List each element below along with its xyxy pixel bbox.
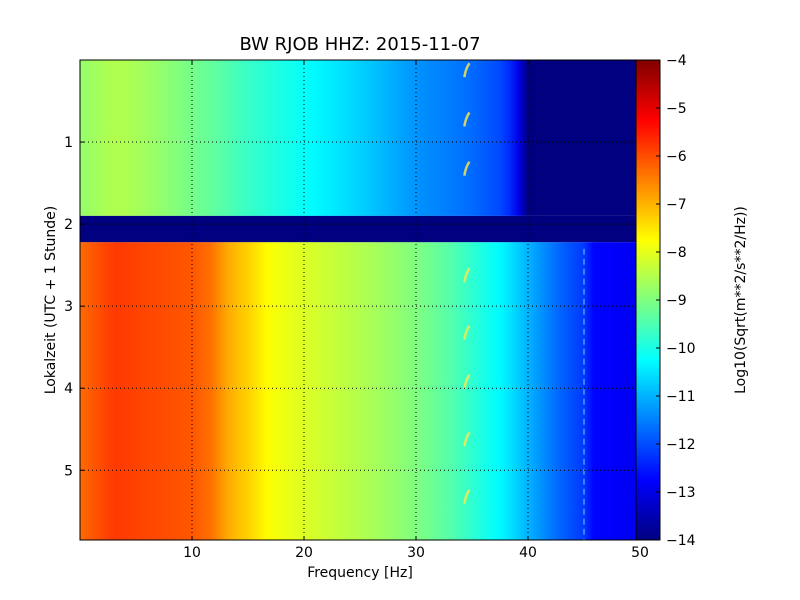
y-tick-label: 2 xyxy=(64,217,73,233)
y-tick-label: 1 xyxy=(64,135,73,151)
chart-title: BW RJOB HHZ: 2015-11-07 xyxy=(239,34,480,55)
colorbar-ticks: −4 −5 −6 −7 −8 −9 −10 −11 −12 −13 −14 xyxy=(656,53,696,549)
colorbar-tick-label: −9 xyxy=(666,293,687,309)
colorbar-tick-label: −8 xyxy=(666,245,687,261)
tonal-streak xyxy=(463,111,471,127)
colorbar-tick-label: −12 xyxy=(666,437,696,453)
tonal-streak xyxy=(463,267,471,283)
tonal-streak xyxy=(463,160,471,176)
tonal-streak xyxy=(463,325,471,340)
grid-lines xyxy=(80,60,640,540)
plot-area: 10 20 30 40 50 1 2 3 4 5 xyxy=(64,59,649,561)
tonal-streak xyxy=(463,374,471,390)
tonal-streak xyxy=(463,431,471,447)
colorbar-tick-label: −10 xyxy=(666,341,696,357)
colorbar-tick-label: −7 xyxy=(666,197,687,213)
x-tick-label: 40 xyxy=(519,545,537,561)
colorbar-tick-label: −11 xyxy=(666,389,696,405)
colorbar-tick-label: −5 xyxy=(666,101,687,117)
y-tick-label: 4 xyxy=(64,381,73,397)
x-axis-label: Frequency [Hz] xyxy=(307,565,413,581)
y-tick-label: 3 xyxy=(64,299,73,315)
spectral-features xyxy=(463,62,585,540)
y-axis-label: Lokalzeit (UTC + 1 Stunde) xyxy=(43,206,59,395)
spectrogram-heatmap xyxy=(80,60,640,540)
colorbar-tick-label: −14 xyxy=(666,533,696,549)
x-tick-label: 50 xyxy=(631,545,649,561)
data-gap-band xyxy=(80,215,640,243)
x-tick-label: 10 xyxy=(183,545,201,561)
colorbar: −4 −5 −6 −7 −8 −9 −10 −11 −12 −13 −14 xyxy=(635,53,696,549)
colorbar-label: Log10(Sqrt(m**2/s**2/Hz)) xyxy=(733,206,749,394)
y-tick-label: 5 xyxy=(64,463,73,479)
colorbar-tick-label: −13 xyxy=(666,485,696,501)
x-axis-ticks: 10 20 30 40 50 xyxy=(183,60,649,561)
colorbar-tick-label: −6 xyxy=(666,149,687,165)
x-tick-label: 30 xyxy=(407,545,425,561)
spectrogram-segment xyxy=(80,242,640,540)
colorbar-tick-label: −4 xyxy=(666,53,687,69)
spectrogram-segment xyxy=(80,60,640,216)
tonal-streak xyxy=(463,62,471,78)
tonal-streak xyxy=(463,489,471,505)
x-tick-label: 20 xyxy=(295,545,313,561)
